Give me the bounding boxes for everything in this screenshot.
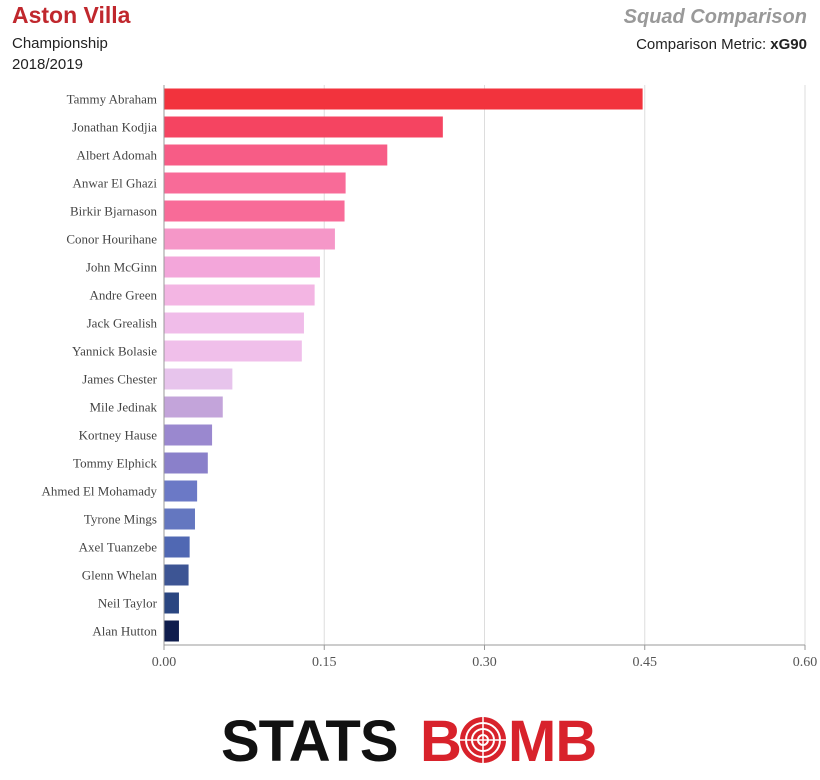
team-name: Aston Villa [12, 2, 131, 28]
bar-label: Ahmed El Mohamady [41, 484, 157, 499]
bar-label: Tyrone Mings [84, 512, 157, 527]
bar [164, 256, 320, 278]
bar [164, 480, 198, 502]
bar-label: Neil Taylor [98, 596, 158, 611]
bar [164, 452, 208, 474]
bar-label: Andre Green [90, 288, 158, 303]
bar [164, 144, 388, 166]
bar [164, 172, 346, 194]
bar-label: Axel Tuanzebe [79, 540, 158, 555]
bar [164, 564, 189, 586]
chart-title: Squad Comparison [623, 6, 807, 28]
bar-label: Jonathan Kodjia [72, 120, 157, 135]
bar-label: Mile Jedinak [89, 400, 157, 415]
bar-label: Albert Adomah [76, 148, 157, 163]
bar [164, 200, 345, 222]
x-tick-label: 0.00 [152, 655, 177, 670]
bar [164, 340, 302, 362]
statsbomb-logo: STATS B MB [221, 709, 597, 774]
bar [164, 592, 179, 614]
bar-label: Kortney Hause [79, 428, 158, 443]
bar [164, 620, 179, 642]
logo-text-b: B [420, 709, 461, 774]
bar [164, 228, 335, 250]
x-tick-label: 0.45 [633, 655, 658, 670]
logo-text-mb: MB [508, 709, 596, 774]
bar-label: Glenn Whelan [82, 568, 158, 583]
bar-label: Yannick Bolasie [72, 344, 157, 359]
bar-label: James Chester [82, 372, 157, 387]
metric-value: xG90 [770, 36, 807, 53]
bar-label: Anwar El Ghazi [73, 176, 158, 191]
comparison-metric: Comparison Metric: xG90 [636, 36, 807, 53]
bar [164, 536, 190, 558]
metric-label: Comparison Metric: [636, 36, 767, 53]
bar-label: Birkir Bjarnason [70, 204, 158, 219]
x-tick-label: 0.60 [793, 655, 818, 670]
bar [164, 508, 195, 530]
bar [164, 284, 315, 306]
bar [164, 396, 223, 418]
bar-chart: Tammy Abraham Jonathan Kodjia Albert Adoma… [41, 85, 818, 670]
bar [164, 88, 643, 110]
bar [164, 424, 213, 446]
season-label: 2018/2019 [12, 56, 83, 73]
logo-target-icon [460, 717, 506, 763]
x-tick-label: 0.15 [312, 655, 337, 670]
bar-label: Jack Grealish [87, 316, 158, 331]
bar [164, 116, 443, 138]
logo-text-stats: STATS [221, 709, 398, 774]
competition-label: Championship [12, 35, 108, 52]
bar [164, 368, 233, 390]
bar-label: Conor Hourihane [66, 232, 157, 247]
bar-label: Tammy Abraham [67, 92, 157, 107]
x-tick-label: 0.30 [472, 655, 497, 670]
bar-label: Alan Hutton [92, 624, 157, 639]
bar [164, 312, 304, 334]
bar-label: Tommy Elphick [73, 456, 157, 471]
bar-label: John McGinn [86, 260, 158, 275]
